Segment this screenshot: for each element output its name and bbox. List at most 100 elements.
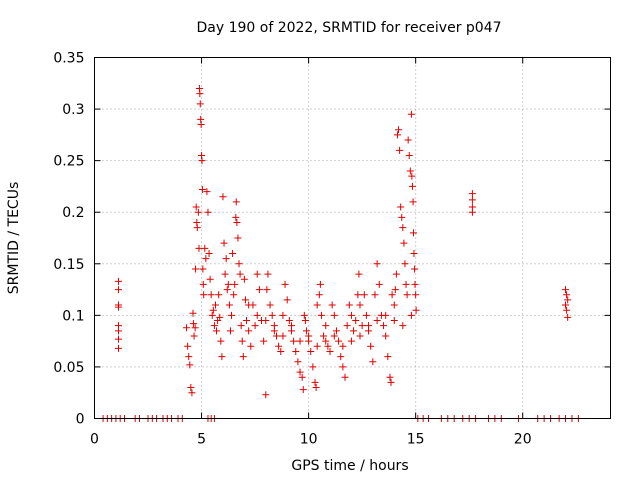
data-point (204, 208, 212, 216)
data-point (283, 296, 291, 304)
data-point (562, 286, 570, 294)
data-point (192, 203, 200, 211)
data-point (406, 167, 414, 175)
data-point (279, 311, 287, 319)
x-tick-label: 0 (90, 432, 99, 448)
data-point (335, 337, 343, 345)
data-point (354, 291, 362, 299)
x-tick-label: 10 (300, 432, 318, 448)
data-point (564, 296, 572, 304)
data-point (245, 301, 253, 309)
data-point (410, 249, 418, 257)
data-point (468, 196, 476, 204)
data-point (296, 337, 304, 345)
data-point (309, 363, 317, 371)
data-point (375, 280, 383, 288)
data-point (330, 311, 338, 319)
data-point (307, 347, 315, 355)
data-point (365, 322, 373, 330)
data-point (356, 301, 364, 309)
data-point (412, 291, 420, 299)
data-point (218, 353, 226, 361)
data-point (387, 378, 395, 386)
data-point (228, 311, 236, 319)
data-point (196, 100, 204, 108)
data-point (237, 322, 245, 330)
data-point (562, 301, 570, 309)
y-tick-label: 0.15 (53, 257, 84, 273)
data-point (188, 389, 196, 397)
data-point (197, 121, 205, 129)
data-point (411, 280, 419, 288)
data-point (211, 301, 219, 309)
data-point (207, 291, 215, 299)
data-point (114, 344, 122, 352)
data-point (230, 291, 238, 299)
data-point (216, 313, 224, 321)
y-axis-label: SRMTID / TECUs (6, 182, 22, 295)
y-tick-label: 0.1 (62, 308, 84, 324)
data-point (405, 151, 413, 159)
data-point (320, 332, 328, 340)
data-point (225, 301, 233, 309)
data-point (287, 322, 295, 330)
data-point (210, 322, 218, 330)
data-point (386, 373, 394, 381)
data-point (208, 311, 216, 319)
data-point (355, 270, 363, 278)
data-point (219, 193, 227, 201)
data-point (193, 224, 201, 232)
data-point (232, 198, 240, 206)
data-point (233, 219, 241, 227)
data-point (251, 322, 259, 330)
data-point (373, 317, 381, 325)
data-point (114, 335, 122, 343)
data-point (185, 353, 193, 361)
data-point (395, 126, 403, 134)
data-point (398, 213, 406, 221)
data-point (347, 337, 355, 345)
data-point (410, 229, 418, 237)
data-point (299, 386, 307, 394)
data-point (205, 249, 213, 257)
data-point (238, 337, 246, 345)
data-point (292, 347, 300, 355)
data-point (563, 306, 571, 314)
data-point (409, 198, 417, 206)
data-point (184, 342, 192, 350)
y-tick-label: 0.2 (62, 205, 84, 221)
data-point (183, 324, 191, 332)
data-point (206, 275, 214, 283)
data-point (316, 280, 324, 288)
data-point (260, 337, 268, 345)
data-point (392, 270, 400, 278)
data-point (345, 301, 353, 309)
data-point (298, 373, 306, 381)
data-point (114, 303, 122, 311)
data-point (114, 327, 122, 335)
data-point (198, 186, 206, 194)
data-point (294, 358, 302, 366)
data-point (408, 182, 416, 190)
data-point (202, 255, 210, 263)
data-point (382, 332, 390, 340)
data-point (277, 347, 285, 355)
data-point (232, 213, 240, 221)
data-point (367, 342, 375, 350)
data-point (201, 244, 209, 252)
data-point (362, 311, 370, 319)
data-point (563, 291, 571, 299)
data-point (468, 190, 476, 198)
data-point (371, 291, 379, 299)
data-point (350, 327, 358, 335)
data-point (468, 208, 476, 216)
data-point (397, 203, 405, 211)
data-point (339, 363, 347, 371)
data-point (373, 260, 381, 268)
data-point (281, 280, 289, 288)
data-point (275, 342, 283, 350)
axis-ticks: 0 0.05 0.1 0.15 0.2 0.25 0.3 0.35 0 5 10 15 20 (53, 51, 611, 448)
data-point (221, 270, 229, 278)
data-point (341, 373, 349, 381)
